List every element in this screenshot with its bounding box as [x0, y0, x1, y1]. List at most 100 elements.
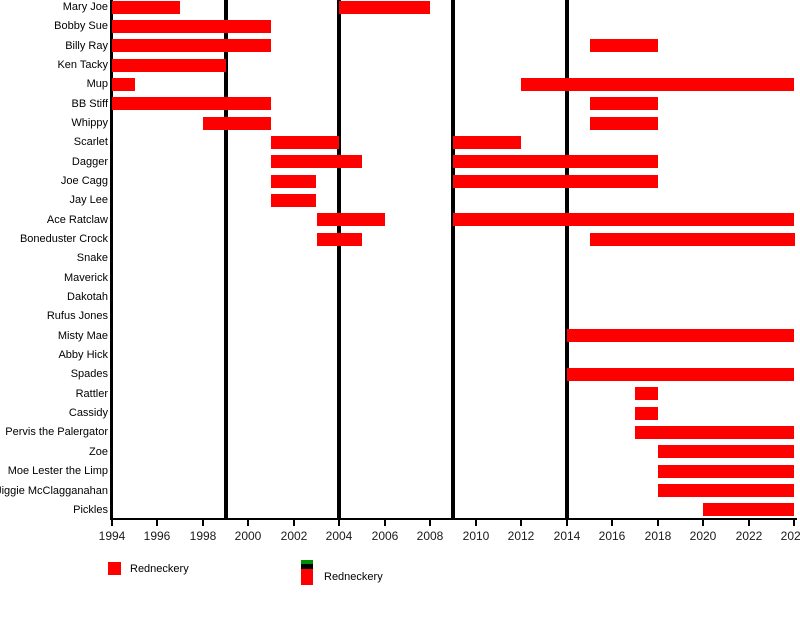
timeline-bar — [453, 175, 658, 188]
x-axis-tick-label: 2022 — [735, 529, 763, 543]
y-axis-line — [110, 0, 113, 518]
legend-swatch-stacked — [301, 560, 313, 585]
legend-label: Redneckery — [324, 571, 383, 583]
timeline-bar — [271, 175, 316, 188]
timeline-bar — [271, 155, 362, 168]
row-label: Snake — [76, 252, 108, 264]
timeline-bar — [112, 59, 226, 72]
row-label: Bobby Sue — [54, 20, 108, 32]
timeline-bar — [658, 484, 794, 497]
x-axis-tick — [111, 520, 113, 526]
x-axis-line — [110, 518, 797, 520]
row-label: Ken Tacky — [57, 59, 108, 71]
row-label: Rufus Jones — [46, 310, 108, 322]
timeline-bar — [339, 1, 430, 14]
x-axis-tick-label: 2020 — [689, 529, 717, 543]
milestone-line-2004 — [337, 0, 341, 518]
x-axis-tick-label: 2024 — [780, 529, 800, 543]
timeline-bar — [317, 233, 362, 246]
row-label: Jay Lee — [69, 194, 108, 206]
x-axis-tick — [702, 520, 704, 526]
x-axis-tick — [247, 520, 249, 526]
legend-stripe-red — [301, 569, 313, 585]
x-axis-tick — [338, 520, 340, 526]
row-label: Maverick — [63, 272, 108, 284]
x-axis-tick-label: 2014 — [553, 529, 581, 543]
x-axis-tick-label: 2006 — [371, 529, 399, 543]
row-label: Abby Hick — [58, 349, 108, 361]
row-label: Moe Lester the Limp — [7, 465, 108, 477]
timeline-bar — [453, 136, 521, 149]
row-label: Billy Ray — [65, 40, 108, 52]
row-label: Cassidy — [68, 407, 108, 419]
x-axis-tick — [156, 520, 158, 526]
timeline-bar — [112, 78, 135, 91]
x-axis-tick — [475, 520, 477, 526]
x-axis-tick — [611, 520, 613, 526]
x-axis-tick-label: 1994 — [98, 529, 126, 543]
milestone-line-2014 — [565, 0, 569, 518]
timeline-bar — [567, 368, 794, 381]
row-label: Zoe — [89, 446, 108, 458]
timeline-bar — [271, 136, 339, 149]
row-label: BB Stiff — [71, 98, 108, 110]
row-label: Joe Cagg — [60, 175, 108, 187]
milestone-line-2009 — [451, 0, 455, 518]
row-label: Misty Mae — [57, 330, 108, 342]
timeline-bar — [112, 20, 271, 33]
row-label: Whippy — [71, 117, 108, 129]
timeline-bar — [703, 503, 794, 516]
x-axis-tick-label: 2012 — [507, 529, 535, 543]
timeline-bar — [453, 155, 658, 168]
milestone-line-1999 — [224, 0, 228, 518]
row-label: Boneduster Crock — [19, 233, 108, 245]
row-label: Scarlet — [73, 136, 108, 148]
timeline-bar — [112, 97, 271, 110]
legend-swatch-red — [108, 562, 121, 575]
x-axis-tick-label: 2016 — [598, 529, 626, 543]
timeline-bar — [112, 39, 271, 52]
timeline-bar — [453, 213, 794, 226]
timeline-bar — [590, 39, 658, 52]
timeline-bar — [203, 117, 271, 130]
x-axis-tick-label: 1998 — [189, 529, 217, 543]
timeline-bar — [521, 78, 794, 91]
timeline-bar — [567, 329, 794, 342]
x-axis-tick-label: 2002 — [280, 529, 308, 543]
x-axis-tick-label: 2004 — [325, 529, 353, 543]
row-label: Jiggie McClagganahan — [0, 485, 108, 497]
x-axis-tick — [384, 520, 386, 526]
row-label: Ace Ratclaw — [46, 214, 108, 226]
legend-label: Redneckery — [130, 563, 189, 575]
x-axis-tick — [657, 520, 659, 526]
timeline-bar — [271, 194, 316, 207]
legend-stripe-green — [301, 560, 313, 564]
timeline-bar — [317, 213, 385, 226]
legend-stripe-black — [301, 564, 313, 569]
row-label: Spades — [70, 368, 108, 380]
timeline-bar — [590, 233, 795, 246]
timeline-bar — [635, 407, 658, 420]
row-label: Rattler — [75, 388, 108, 400]
x-axis-tick — [520, 520, 522, 526]
timeline-bar — [590, 117, 658, 130]
timeline-bar — [635, 426, 794, 439]
row-label: Pervis the Palergator — [5, 426, 108, 438]
x-axis-tick-label: 2000 — [234, 529, 262, 543]
x-axis-tick-label: 2008 — [416, 529, 444, 543]
timeline-bar — [635, 387, 658, 400]
timeline-bar — [590, 97, 658, 110]
row-label: Pickles — [73, 504, 108, 516]
x-axis-tick — [429, 520, 431, 526]
row-label: Mup — [86, 78, 108, 90]
x-axis-tick — [748, 520, 750, 526]
row-label: Dagger — [71, 156, 108, 168]
timeline-bar — [658, 465, 794, 478]
timeline-bar — [112, 1, 180, 14]
row-label: Mary Joe — [62, 1, 108, 13]
x-axis-tick-label: 2018 — [644, 529, 672, 543]
x-axis-tick — [293, 520, 295, 526]
row-label: Dakotah — [67, 291, 108, 303]
